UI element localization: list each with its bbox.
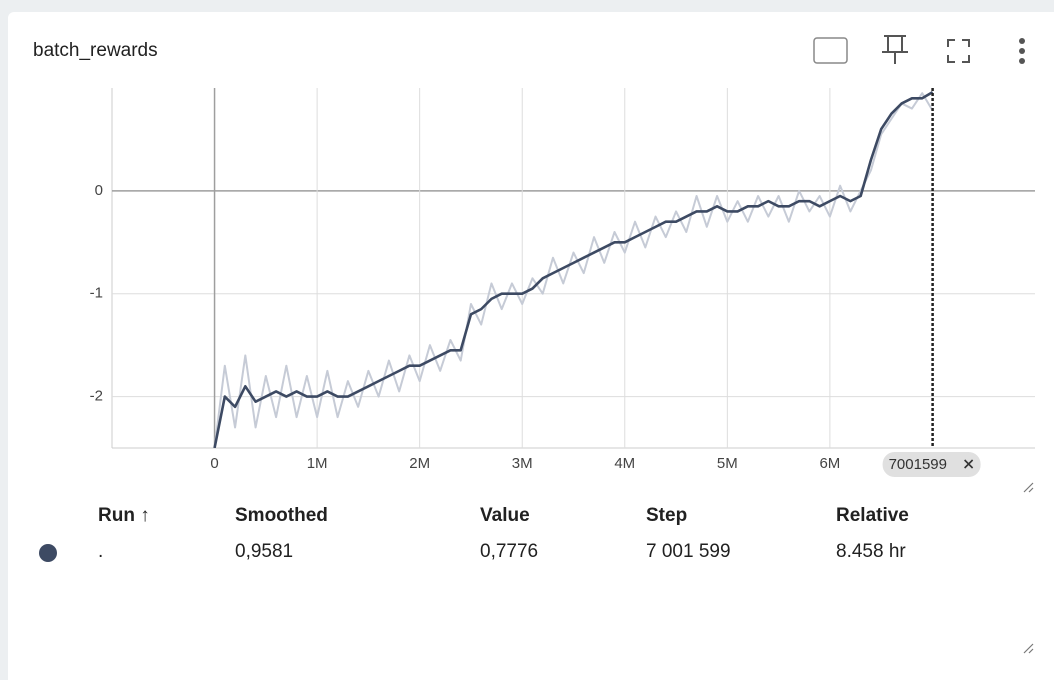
- header-run[interactable]: Run ↑: [98, 505, 150, 526]
- value-cell: 0,7776: [480, 541, 538, 562]
- x-tick-label: 1M: [307, 455, 328, 472]
- plot: [213, 90, 934, 448]
- more-button[interactable]: [1019, 38, 1025, 64]
- header-step: Step: [646, 505, 687, 526]
- pin-button[interactable]: [882, 35, 908, 64]
- smoothed-cell: 0,9581: [235, 541, 293, 562]
- run-color: [39, 544, 57, 562]
- header-value: Value: [480, 505, 530, 526]
- x-tick-label: 0: [210, 455, 218, 472]
- header-smoothed: Smoothed: [235, 505, 328, 526]
- raw-line: [213, 92, 934, 448]
- y-tick-label: 0: [95, 182, 103, 199]
- x-tick-label: 4M: [614, 455, 635, 472]
- resize-handles[interactable]: [1023, 482, 1034, 654]
- card-title: batch_rewards: [33, 40, 158, 61]
- toolbar[interactable]: [813, 35, 1025, 64]
- relative-cell: 8.458 hr: [836, 541, 906, 562]
- card: [8, 12, 1054, 680]
- fullscreen-button[interactable]: [947, 39, 970, 63]
- x-tick-label: 5M: [717, 455, 738, 472]
- smoothed-line: [213, 90, 934, 448]
- hover-step-label: 7001599: [889, 456, 947, 473]
- hover-chip: [882, 452, 981, 477]
- table: Run ↑ Smoothed Value Step Relative . 0,9…: [39, 505, 909, 562]
- y-tick-label: -2: [90, 388, 103, 405]
- fit-domain-button[interactable]: [813, 37, 848, 64]
- x-tick-label: 3M: [512, 455, 533, 472]
- overlay: 7001599: [882, 88, 981, 477]
- x-tick-label: 2M: [409, 455, 430, 472]
- hover-close: [964, 459, 974, 469]
- y-tick-label: -1: [90, 285, 103, 302]
- step-cell: 7 001 599: [646, 541, 731, 562]
- run-name: .: [98, 541, 103, 562]
- x-tick-label: 6M: [819, 455, 840, 472]
- header-relative: Relative: [836, 505, 909, 526]
